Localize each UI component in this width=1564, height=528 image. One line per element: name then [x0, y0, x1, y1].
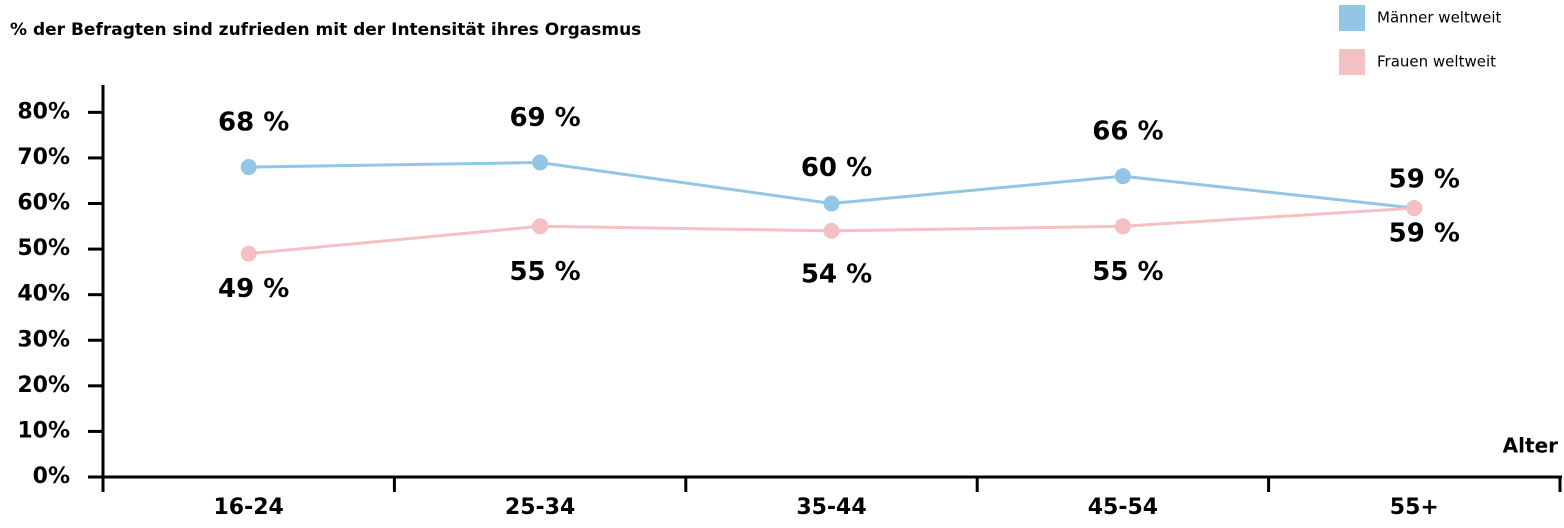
- data-point: [1114, 168, 1131, 185]
- data-point: [823, 222, 840, 239]
- x-tick-label: 35-44: [796, 495, 866, 520]
- data-label: 69 %: [509, 103, 580, 133]
- x-tick-label: 25-34: [505, 495, 575, 520]
- legend-label: Männer weltweit: [1377, 9, 1502, 27]
- data-label: 55 %: [509, 257, 580, 287]
- data-label: 59 %: [1389, 219, 1460, 249]
- data-label: 66 %: [1092, 117, 1163, 147]
- legend-label: Frauen weltweit: [1377, 53, 1496, 71]
- data-point: [1114, 218, 1131, 235]
- y-tick-label: 70%: [17, 145, 70, 170]
- y-tick-label: 10%: [17, 418, 70, 443]
- legend-swatch: [1339, 49, 1365, 75]
- y-tick-label: 30%: [17, 327, 70, 352]
- x-tick-label: 45-54: [1088, 495, 1158, 520]
- y-tick-label: 40%: [17, 282, 70, 307]
- data-point: [823, 195, 840, 212]
- chart-title: % der Befragten sind zufrieden mit der I…: [10, 20, 641, 40]
- data-point: [532, 218, 549, 235]
- y-tick-label: 0%: [33, 464, 70, 489]
- data-label: 59 %: [1389, 165, 1460, 195]
- data-label: 55 %: [1092, 257, 1163, 287]
- data-point: [1406, 200, 1423, 217]
- data-label: 49 %: [218, 274, 289, 304]
- x-tick-label: 55+: [1390, 495, 1439, 520]
- data-label: 60 %: [801, 153, 872, 183]
- y-tick-label: 80%: [17, 99, 70, 124]
- data-label: 68 %: [218, 108, 289, 138]
- y-tick-label: 50%: [17, 236, 70, 261]
- y-tick-label: 20%: [17, 373, 70, 398]
- y-tick-label: 60%: [17, 191, 70, 216]
- legend-swatch: [1339, 5, 1365, 31]
- data-label: 54 %: [801, 259, 872, 289]
- data-point: [240, 159, 257, 176]
- data-point: [532, 154, 549, 171]
- data-point: [240, 245, 257, 262]
- x-tick-label: 16-24: [214, 495, 284, 520]
- x-axis-label: Alter: [1503, 434, 1558, 458]
